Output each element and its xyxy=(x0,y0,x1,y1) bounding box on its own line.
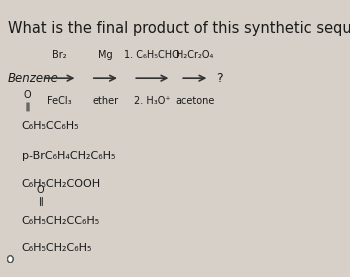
Circle shape xyxy=(8,256,13,262)
Text: C₆H₅CH₂COOH: C₆H₅CH₂COOH xyxy=(21,179,101,189)
Circle shape xyxy=(8,256,13,262)
Circle shape xyxy=(8,256,13,262)
Text: 2. H₃O⁺: 2. H₃O⁺ xyxy=(134,96,170,106)
Text: Br₂: Br₂ xyxy=(52,50,67,60)
Circle shape xyxy=(8,256,13,262)
Text: C₆H₅CH₂CC₆H₅: C₆H₅CH₂CC₆H₅ xyxy=(21,216,100,226)
Text: O: O xyxy=(23,90,31,100)
Text: What is the final product of this synthetic sequence?: What is the final product of this synthe… xyxy=(8,20,350,35)
Circle shape xyxy=(8,256,13,262)
Text: 1. C₆H₅CHO: 1. C₆H₅CHO xyxy=(125,50,180,60)
Text: H₂Cr₂O₄: H₂Cr₂O₄ xyxy=(176,50,214,60)
Text: ?: ? xyxy=(216,72,223,85)
Text: C₆H₅CH₂C₆H₅: C₆H₅CH₂C₆H₅ xyxy=(21,243,92,253)
Text: C₆H₅CC₆H₅: C₆H₅CC₆H₅ xyxy=(21,121,79,131)
Text: p-BrC₆H₄CH₂C₆H₅: p-BrC₆H₄CH₂C₆H₅ xyxy=(21,151,115,161)
Text: O: O xyxy=(37,185,44,195)
Text: Mg: Mg xyxy=(98,50,113,60)
Text: FeCl₃: FeCl₃ xyxy=(47,96,72,106)
Text: Benzene: Benzene xyxy=(8,72,59,85)
Text: ether: ether xyxy=(92,96,118,106)
Text: acetone: acetone xyxy=(175,96,215,106)
